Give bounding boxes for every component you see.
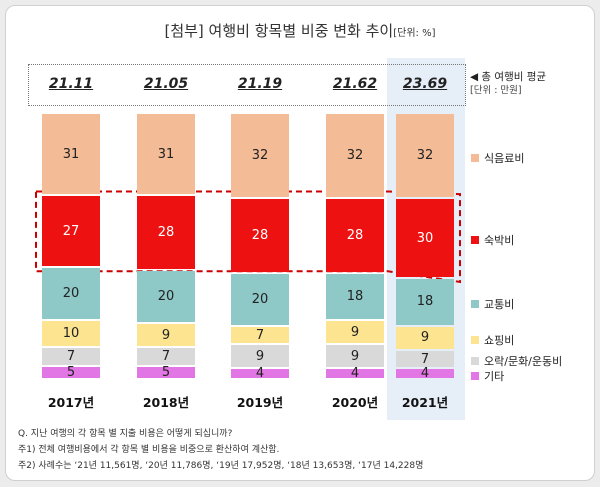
bar-segment: 9 [137,324,195,347]
notes: Q. 지난 여행의 각 항목 별 지출 비용은 어떻게 되십니까? 주1) 전체… [18,426,423,474]
bar-segment: 27 [42,196,100,267]
bar-segment: 32 [326,114,384,198]
legend-label: 숙박비 [484,234,515,248]
legend-item: 오락/문화/운동비 [471,353,562,369]
legend-item: 기타 [471,368,504,384]
average-value: 21.19 [237,76,283,92]
legend-swatch [471,357,479,366]
average-value: 23.69 [402,76,448,92]
bar-segment: 20 [42,268,100,320]
legend-label: 기타 [484,369,505,383]
note-question: Q. 지난 여행의 각 항목 별 지출 비용은 어떻게 되십니까? [18,429,233,439]
x-tick-label: 2017년 [47,395,95,410]
chart-title: [첨부] 여행비 항목별 비중 변화 추이[단위: %] [6,20,594,41]
bar-segment: 7 [42,348,100,365]
legend-item: 교통비 [471,296,514,312]
legend-swatch [471,153,479,162]
legend-label: 쇼핑비 [484,333,515,347]
bar-segment: 7 [137,348,195,365]
average-legend-unit: [단위 : 만원] [470,85,522,96]
bar-segment: 30 [396,199,454,277]
legend-label: 식음료비 [484,151,525,165]
legend-swatch [471,335,479,344]
bar-segment: 4 [396,366,454,381]
note-2: 주2) 사례수는 ‘21년 11,561명, ‘20년 11,786명, ‘19… [18,461,424,471]
bar-segment: 31 [42,114,100,195]
bar-segment: 28 [137,196,195,269]
accommodation-highlight-outline [35,190,461,284]
bar-segment: 18 [326,273,384,320]
note-1: 주1) 전체 여행비용에서 각 항목 별 비용을 비중으로 환산하여 계산함. [18,445,280,455]
legend-swatch [471,236,479,245]
bar-segment: 5 [42,365,100,380]
bar-segment: 5 [137,365,195,380]
bar-segment: 4 [326,366,384,381]
bar-segment: 20 [137,270,195,323]
bar-segment: 9 [326,345,384,368]
average-legend-label: 총 여행비 평균 [481,71,547,83]
average-legend: ◀ 총 여행비 평균 [단위 : 만원] [470,70,546,98]
chart-title-unit: [단위: %] [393,28,436,39]
bar-segment: 28 [231,199,289,272]
legend-item: 식음료비 [471,150,524,166]
x-tick-label: 2019년 [236,395,284,410]
bar-segment: 32 [396,114,454,198]
bar-segment: 31 [137,114,195,195]
x-tick-label: 2018년 [142,395,190,410]
legend-swatch [471,299,479,308]
bar-segment: 7 [396,350,454,368]
average-box [28,64,466,106]
bar-segment: 9 [396,326,454,349]
legend-label: 교통비 [484,297,515,311]
bar-segment: 10 [42,321,100,347]
legend-label: 오락/문화/운동비 [484,355,563,369]
chart-title-main: [첨부] 여행비 항목별 비중 변화 추이 [164,22,394,40]
legend-item: 쇼핑비 [471,332,514,348]
x-tick-label: 2020년 [331,395,379,410]
bar-segment: 9 [326,321,384,344]
chart-frame: [첨부] 여행비 항목별 비중 변화 추이[단위: %] ◀ 총 여행비 평균 … [5,5,595,481]
average-value: 21.05 [143,76,189,92]
bar-segment: 7 [231,326,289,344]
bar-segment: 9 [231,345,289,368]
legend-swatch [471,371,479,380]
x-tick-label: 2021년 [401,395,449,410]
legend-item: 숙박비 [471,232,514,248]
bar-segment: 20 [231,273,289,325]
bar-segment: 18 [396,278,454,325]
bar-segment: 32 [231,114,289,198]
triangle-icon: ◀ [470,71,479,83]
bar-segment: 4 [231,366,289,381]
average-value: 21.11 [48,76,94,92]
bar-segment: 28 [326,199,384,272]
average-value: 21.62 [332,76,378,92]
